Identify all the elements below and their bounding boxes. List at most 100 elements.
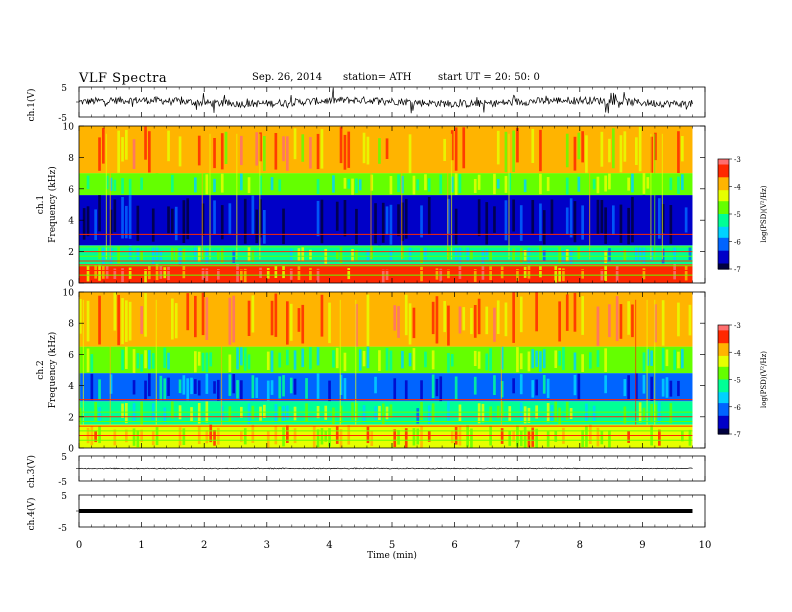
colorbar-cell (718, 423, 729, 426)
spectrogram-streak (240, 250, 243, 260)
spectrogram-streak (355, 178, 358, 194)
spectrogram-streak (635, 373, 638, 401)
colorbar-cell (718, 203, 729, 206)
colorbar-tick-label: -5 (734, 211, 741, 219)
spectrogram-streak (504, 200, 508, 241)
spectrogram-streak (581, 296, 584, 335)
colorbar-cell (718, 217, 729, 221)
spectrogram-streak (604, 250, 607, 264)
spectrogram-streak (589, 376, 592, 399)
colorbar-cell (718, 326, 729, 330)
spectrogram-sferic (220, 299, 223, 425)
spectrogram-streak (604, 348, 607, 372)
spectrogram-streak (144, 126, 147, 160)
spectrogram-streak (243, 198, 247, 244)
spectrogram-streak (385, 138, 389, 159)
spectrogram-streak (427, 431, 431, 442)
spectrogram-streak (408, 134, 412, 174)
spectrogram-streak (669, 300, 673, 347)
spectrogram-streak (358, 374, 362, 400)
colorbar-cell (718, 394, 729, 397)
spectrogram-streak (546, 378, 550, 398)
spectrogram-streak (500, 381, 504, 398)
spectrogram-streak (240, 135, 243, 166)
spectrogram-streak (79, 250, 82, 259)
spectrogram-streak (542, 210, 546, 245)
spectrogram-streak (128, 267, 132, 279)
colorbar-cell (718, 374, 729, 377)
spectrogram-streak (477, 351, 481, 369)
spectrogram-streak (247, 177, 251, 194)
spectrogram-streak (213, 178, 216, 193)
spectrogram-sferic (82, 299, 84, 425)
spectrogram-streak (558, 246, 561, 263)
spectrogram-streak (565, 294, 569, 331)
colorbar-cell (718, 197, 729, 200)
spectrogram-streak (240, 431, 243, 442)
spectrogram-streak (328, 178, 331, 192)
spectrogram-streak (121, 403, 124, 418)
spectrogram-streak (458, 246, 462, 263)
spectrogram-streak (493, 375, 496, 395)
spectrogram-streak (247, 354, 251, 370)
spectrogram-streak (397, 174, 400, 193)
spectrogram-streak (638, 126, 642, 172)
spectrogram-streak (569, 299, 573, 338)
spectrogram-streak (542, 375, 546, 394)
spectrogram-streak (266, 351, 270, 370)
spectrogram-streak (470, 174, 473, 192)
spectrogram-streak (658, 429, 661, 446)
spectrogram-streak (351, 430, 354, 443)
colorbar-cell (718, 350, 729, 353)
spectrogram-streak (665, 205, 669, 238)
spectrogram-sferic (500, 299, 502, 425)
spectrogram-streak (278, 406, 282, 422)
spectrogram-streak (642, 292, 646, 342)
colorbar-tick-label: -3 (734, 156, 741, 164)
spectrogram-streak (592, 179, 596, 190)
spectrogram-streak (412, 307, 416, 339)
spectrogram-streak (121, 197, 124, 239)
colorbar-cell (718, 417, 729, 421)
spectrogram-streak (573, 136, 577, 171)
spectrogram-streak (312, 403, 316, 420)
spectrogram-streak (259, 199, 262, 238)
colorbar-tick-label: -3 (734, 322, 741, 330)
spectrogram-streak (681, 431, 684, 442)
colorbar-cell (718, 337, 729, 341)
spectrogram-streak (458, 404, 462, 422)
spectrogram-streak (309, 249, 312, 260)
colorbar-tick-label: -4 (734, 184, 741, 192)
spectrogram-streak (82, 373, 86, 400)
spectrogram-streak (627, 207, 630, 245)
spectrogram-streak (148, 265, 151, 280)
spectrogram-streak (608, 304, 611, 338)
colorbar-cell (718, 352, 729, 355)
spectrogram-streak (374, 175, 377, 189)
spectrogram-streak (328, 380, 331, 402)
spectrogram-streak (109, 246, 113, 264)
colorbar-cell (718, 164, 729, 167)
spectrogram-streak (316, 179, 320, 195)
colorbar-cell (718, 230, 729, 233)
spectrogram-streak (366, 294, 370, 346)
spectrogram-streak (125, 129, 128, 160)
spectrogram-streak (102, 246, 105, 264)
spectrogram-streak (408, 405, 412, 424)
spectrogram-streak (608, 173, 611, 190)
spectrogram-streak (220, 248, 224, 263)
spectrogram-streak (612, 205, 615, 235)
spectrogram-streak (535, 292, 538, 332)
spectrogram-streak (251, 264, 255, 279)
spectrogram-sferic (209, 133, 211, 260)
spectrogram-streak (493, 266, 496, 281)
y-tick-label: 5 (61, 453, 67, 463)
colorbar-cell (718, 401, 729, 404)
spectrogram-streak (404, 428, 408, 448)
spectrogram-streak (362, 405, 366, 423)
spectrogram-streak (274, 179, 278, 191)
spectrogram-streak (121, 178, 124, 194)
spectrogram-streak (286, 425, 289, 443)
spectrogram-streak (500, 175, 504, 195)
spectrogram-streak (201, 203, 205, 236)
